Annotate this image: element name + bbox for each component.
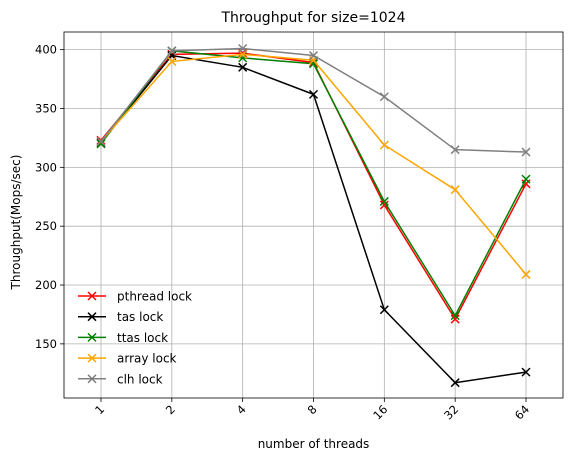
legend-item: clh lock	[78, 372, 163, 386]
data-point	[238, 62, 248, 72]
data-point	[379, 140, 389, 150]
data-point	[521, 147, 531, 157]
x-axis: 1 2 4 8 16 32 64	[92, 398, 532, 422]
data-point	[379, 92, 389, 102]
grid	[64, 32, 563, 398]
legend-label: clh lock	[117, 372, 163, 386]
legend-item: ttas lock	[78, 331, 168, 345]
x-tick-label: 2	[163, 402, 178, 417]
legend-label: ttas lock	[117, 331, 168, 345]
data-point	[308, 89, 319, 99]
data-point	[450, 145, 460, 155]
y-tick-label: 250	[35, 219, 57, 233]
legend-label: pthread lock	[117, 290, 192, 304]
y-tick-label: 300	[35, 160, 57, 174]
data-point	[308, 59, 319, 69]
x-tick-label: 32	[441, 402, 461, 422]
data-point	[238, 43, 248, 54]
data-point	[96, 136, 106, 146]
series-clh-lock	[96, 43, 531, 157]
x-axis-label: number of threads	[258, 437, 370, 451]
chart-title: Throughput for size=1024	[221, 10, 406, 26]
legend: pthread lock tas lock ttas lock array lock c…	[78, 290, 192, 386]
series-layer	[96, 43, 531, 388]
data-point	[167, 56, 177, 66]
data-point	[450, 185, 460, 195]
legend-item: tas lock	[78, 310, 163, 324]
x-tick-label: 1	[92, 402, 107, 417]
y-tick-label: 150	[35, 337, 57, 351]
y-axis-label: Throughput(Mops/sec)	[9, 155, 23, 291]
data-point	[521, 367, 531, 377]
data-point	[96, 139, 106, 149]
x-tick-label: 8	[305, 402, 320, 417]
legend-item: array lock	[78, 352, 177, 366]
data-point	[379, 196, 389, 206]
data-point	[450, 314, 460, 324]
legend-item: pthread lock	[78, 290, 192, 304]
data-point	[450, 378, 460, 388]
data-point	[308, 51, 319, 61]
x-tick-label: 4	[234, 402, 249, 417]
x-tick-label: 64	[512, 402, 532, 422]
legend-marker	[87, 374, 97, 384]
legend-marker	[87, 353, 97, 363]
data-point	[450, 311, 460, 321]
legend-marker	[87, 291, 97, 301]
y-axis: 150 200 250 300 350 400	[35, 43, 64, 351]
legend-marker	[87, 312, 97, 322]
data-point	[167, 46, 177, 56]
legend-label: array lock	[117, 352, 177, 366]
data-point	[521, 269, 531, 279]
data-point	[521, 174, 531, 184]
y-tick-label: 200	[35, 278, 57, 292]
legend-label: tas lock	[117, 310, 163, 324]
y-tick-label: 400	[35, 43, 57, 57]
legend-marker	[87, 332, 97, 342]
data-point	[379, 305, 389, 315]
y-tick-label: 350	[35, 101, 57, 115]
x-tick-label: 16	[370, 402, 390, 422]
data-point	[379, 200, 389, 210]
